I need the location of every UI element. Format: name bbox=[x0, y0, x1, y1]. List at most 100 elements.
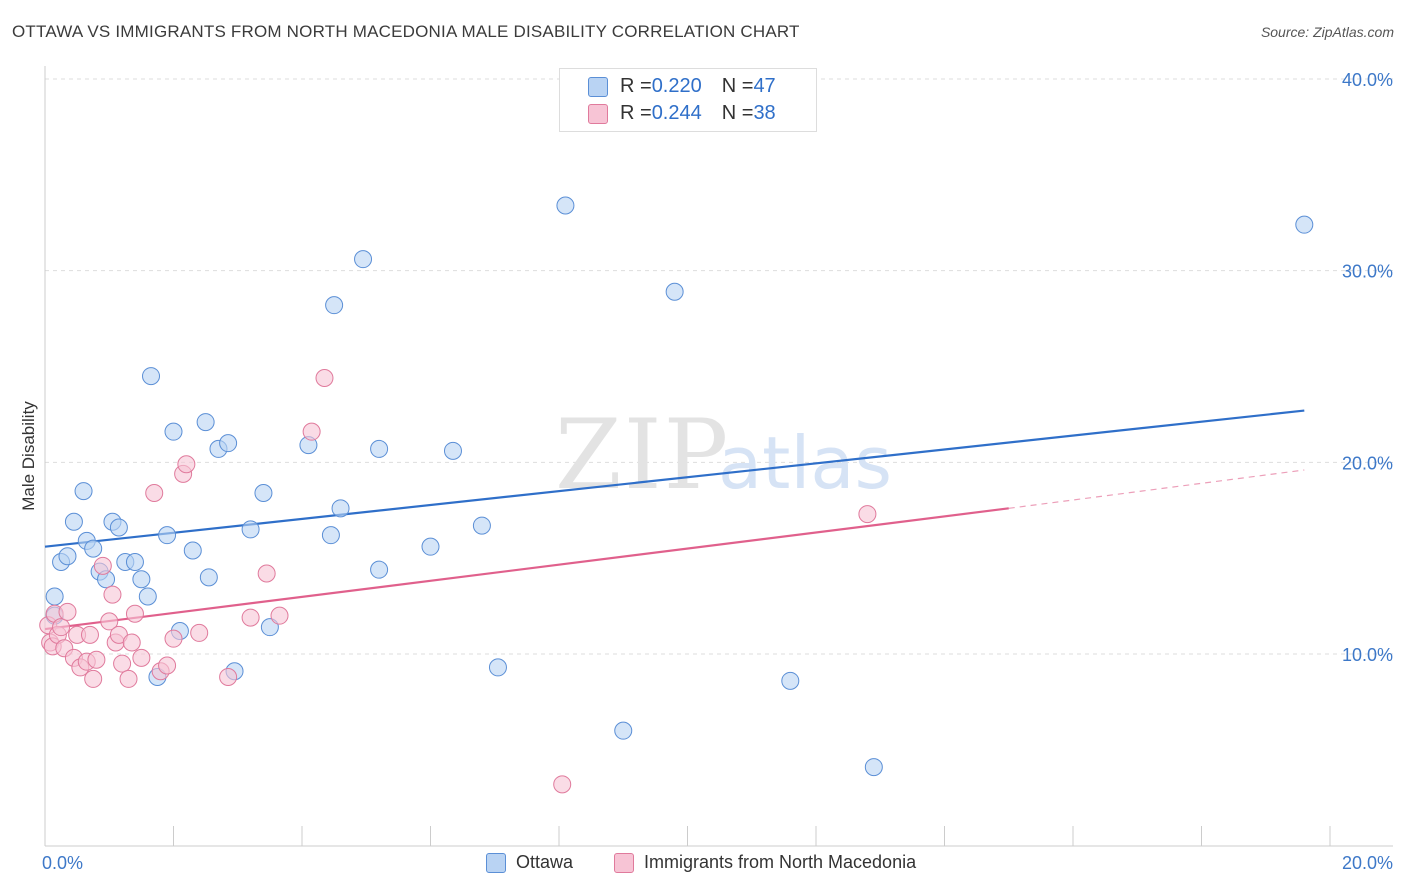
macedonia-point bbox=[58, 602, 77, 621]
legend-n-label: N = bbox=[721, 75, 754, 97]
legend-swatch-ottawa bbox=[588, 76, 608, 97]
macedonia-point bbox=[113, 654, 132, 673]
ottawa-point bbox=[260, 618, 279, 637]
ottawa-point bbox=[199, 568, 218, 587]
macedonia-point bbox=[158, 656, 177, 675]
ottawa-point bbox=[354, 250, 373, 269]
legend-r-value: 0.220 bbox=[651, 75, 702, 97]
macedonia-point bbox=[119, 669, 138, 688]
ottawa-point bbox=[321, 526, 340, 545]
ottawa-point bbox=[125, 553, 144, 571]
macedonia-point bbox=[270, 606, 289, 625]
axes bbox=[44, 66, 1393, 847]
legend-r-label: R = bbox=[620, 75, 652, 97]
ottawa-point bbox=[196, 413, 215, 432]
ottawa-point bbox=[45, 587, 64, 606]
ottawa-point bbox=[1295, 215, 1314, 234]
ottawa-point bbox=[132, 570, 151, 589]
macedonia-point bbox=[103, 585, 122, 604]
ottawa-point bbox=[488, 658, 507, 677]
ottawa-point bbox=[370, 560, 389, 579]
ottawa-point bbox=[665, 282, 684, 301]
macedonia-point bbox=[84, 669, 103, 688]
ottawa-point bbox=[556, 196, 575, 215]
macedonia-point bbox=[164, 629, 183, 648]
x-tick-labels: 0.0% 20.0% bbox=[42, 853, 1393, 873]
macedonia-point bbox=[93, 556, 112, 575]
chart-title: OTTAWA VS IMMIGRANTS FROM NORTH MACEDONI… bbox=[12, 22, 800, 41]
macedonia-point bbox=[122, 633, 141, 652]
ottawa-point bbox=[58, 547, 77, 566]
series-legend: Ottawa Immigrants from North Macedonia bbox=[0, 850, 1406, 880]
legend-row-macedonia: R = 0.244 N = 38 bbox=[588, 102, 776, 125]
legend-r-label: R = bbox=[620, 102, 652, 124]
legend-n-label: N = bbox=[721, 102, 754, 124]
macedonia-point bbox=[52, 618, 71, 637]
macedonia-point bbox=[132, 648, 151, 667]
legend-item-ottawa[interactable]: Ottawa bbox=[486, 852, 573, 873]
macedonia-point bbox=[80, 625, 99, 644]
legend-label-ottawa: Ottawa bbox=[516, 852, 574, 872]
macedonia-point bbox=[302, 422, 321, 441]
ottawa-point bbox=[142, 367, 161, 386]
data-points bbox=[39, 196, 1314, 794]
legend-r-value: 0.244 bbox=[651, 102, 702, 124]
y-tick-label: 20.0% bbox=[1342, 453, 1393, 473]
y-tick-label: 30.0% bbox=[1342, 262, 1393, 282]
legend-swatch-macedonia bbox=[614, 852, 634, 873]
ottawa-point bbox=[183, 541, 202, 560]
ottawa-point bbox=[421, 537, 440, 556]
ottawa-point bbox=[241, 520, 260, 539]
macedonia-point bbox=[858, 505, 877, 524]
y-tick-label: 10.0% bbox=[1342, 645, 1393, 665]
ottawa-point bbox=[864, 758, 883, 777]
ottawa-point bbox=[254, 484, 273, 502]
macedonia-trend-line-extension bbox=[1008, 469, 1305, 509]
source-label[interactable]: Source: ZipAtlas.com bbox=[1260, 24, 1394, 40]
macedonia-point bbox=[125, 604, 144, 623]
macedonia-point bbox=[553, 775, 572, 794]
gridlines bbox=[45, 78, 1393, 655]
watermark: ZIP atlas bbox=[555, 399, 892, 511]
macedonia-point bbox=[241, 608, 260, 627]
legend-swatch-macedonia bbox=[588, 103, 608, 124]
y-axis-label: Male Disability bbox=[19, 401, 38, 511]
macedonia-point bbox=[219, 668, 238, 686]
macedonia-point bbox=[257, 564, 276, 583]
ottawa-point bbox=[370, 439, 389, 458]
legend-n-value: 38 bbox=[753, 102, 776, 124]
ottawa-point bbox=[219, 434, 238, 453]
legend-item-macedonia[interactable]: Immigrants from North Macedonia bbox=[614, 852, 916, 873]
ottawa-point bbox=[109, 518, 128, 537]
ottawa-point bbox=[84, 539, 103, 558]
y-tick-label: 40.0% bbox=[1342, 70, 1393, 90]
legend-n-value: 47 bbox=[753, 75, 776, 97]
macedonia-point bbox=[190, 623, 209, 642]
legend-row-ottawa: R = 0.220 N = 47 bbox=[588, 75, 776, 98]
macedonia-point bbox=[100, 612, 119, 631]
ottawa-point bbox=[138, 587, 157, 606]
macedonia-point bbox=[145, 484, 164, 502]
macedonia-trend-line bbox=[44, 507, 1009, 631]
legend-label-macedonia: Immigrants from North Macedonia bbox=[644, 852, 917, 872]
legend-swatch-ottawa bbox=[486, 852, 506, 873]
x-tick-label: 20.0% bbox=[1342, 853, 1393, 873]
ottawa-point bbox=[325, 296, 344, 315]
x-tick-label: 0.0% bbox=[42, 853, 83, 873]
ottawa-point bbox=[164, 422, 183, 441]
watermark-zip: ZIP bbox=[555, 399, 730, 511]
ottawa-point bbox=[158, 526, 177, 545]
macedonia-point bbox=[315, 369, 334, 387]
ottawa-point bbox=[472, 516, 491, 535]
watermark-atlas: atlas bbox=[718, 421, 892, 505]
ottawa-point bbox=[64, 512, 83, 531]
ottawa-point bbox=[443, 441, 462, 460]
ottawa-point bbox=[331, 499, 350, 518]
ottawa-point bbox=[74, 482, 93, 501]
correlation-legend: R = 0.220 N = 47 R = 0.244 N = 38 bbox=[559, 68, 817, 132]
y-tick-labels: 10.0% 20.0% 30.0% 40.0% bbox=[1342, 70, 1393, 665]
macedonia-point bbox=[177, 455, 196, 474]
ottawa-point bbox=[614, 721, 633, 740]
ottawa-point bbox=[781, 671, 800, 690]
